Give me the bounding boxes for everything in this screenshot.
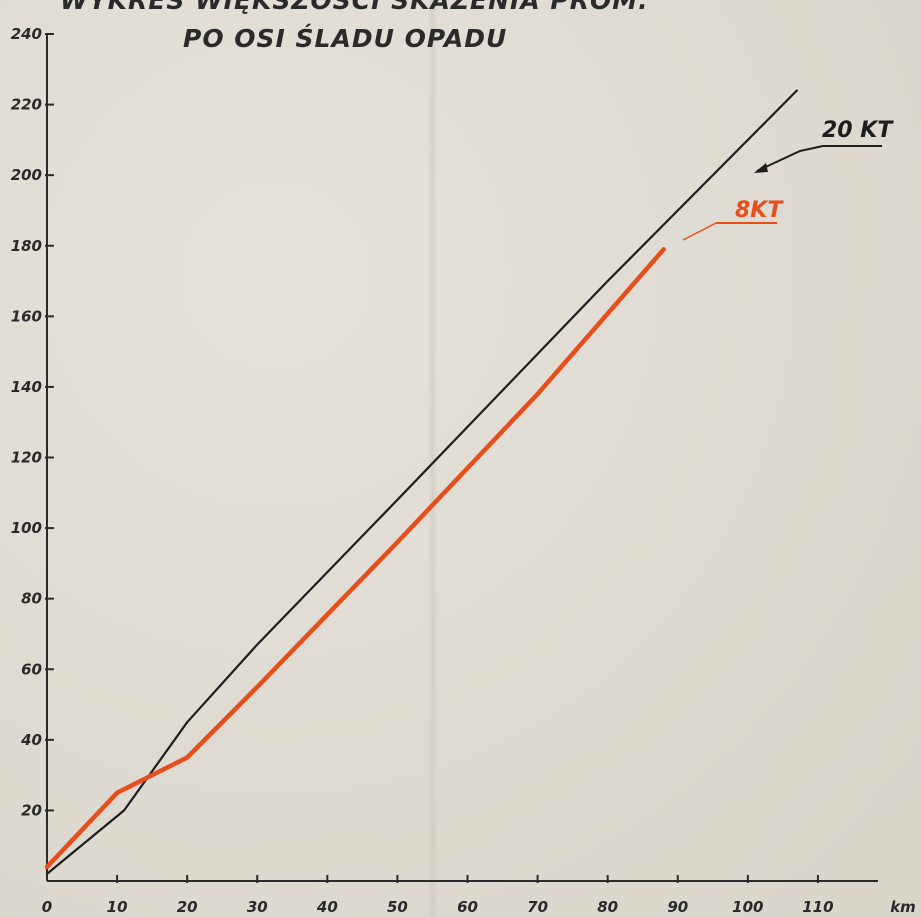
x-tick-label: 60	[457, 898, 478, 916]
series-annotations: 20 KT 8KT	[682, 118, 894, 241]
y-tick-label: 40	[20, 731, 42, 749]
chart-subtitle: PO OSI ŚLADU OPADU	[183, 24, 508, 53]
series-label: 8KT	[735, 198, 784, 223]
x-tick-label: 70	[527, 898, 548, 916]
x-ticks: 0 10 20 30 40 50 60 70 80 90 100 110	[42, 875, 834, 916]
y-tick-label: 220	[11, 96, 42, 114]
y-tick-label: 120	[11, 449, 42, 467]
x-tick-label: 100	[732, 898, 763, 916]
x-tick-label: 110	[802, 898, 833, 916]
y-tick-label: 140	[11, 378, 42, 396]
chart-title: WYKRES WIĘKSZOŚCI SKAŻENIA PROM.	[60, 0, 649, 15]
series-line	[44, 247, 666, 870]
y-tick-label: 240	[11, 25, 42, 43]
x-tick-label: 0	[42, 898, 52, 916]
y-tick-label: 180	[11, 237, 42, 255]
series-label: 20 KT	[822, 118, 894, 143]
y-tick-label: 60	[21, 660, 42, 678]
series-line	[45, 89, 799, 876]
y-tick-label: 20	[21, 801, 42, 819]
x-tick-label: 80	[597, 898, 618, 916]
x-tick-label: 40	[316, 898, 338, 916]
y-tick-label: 100	[11, 519, 42, 537]
x-tick-label: 90	[667, 898, 688, 916]
y-tick-label: 160	[11, 307, 42, 325]
x-tick-label: 30	[247, 898, 268, 916]
leader-line	[682, 222, 717, 241]
x-tick-label: 50	[387, 898, 408, 916]
chart-axes	[46, 34, 878, 882]
x-tick-label: 10	[107, 898, 128, 916]
y-ticks: 20 40 60 80 100 120 140 160 180 200 220 240	[11, 25, 54, 819]
x-tick-label: 20	[177, 898, 198, 916]
series-layer	[44, 89, 799, 876]
y-tick-label: 80	[21, 590, 42, 608]
y-tick-label: 200	[11, 166, 42, 184]
leader-arrowhead	[754, 163, 768, 173]
leader-line	[756, 145, 824, 172]
x-axis-label: km	[890, 898, 916, 916]
